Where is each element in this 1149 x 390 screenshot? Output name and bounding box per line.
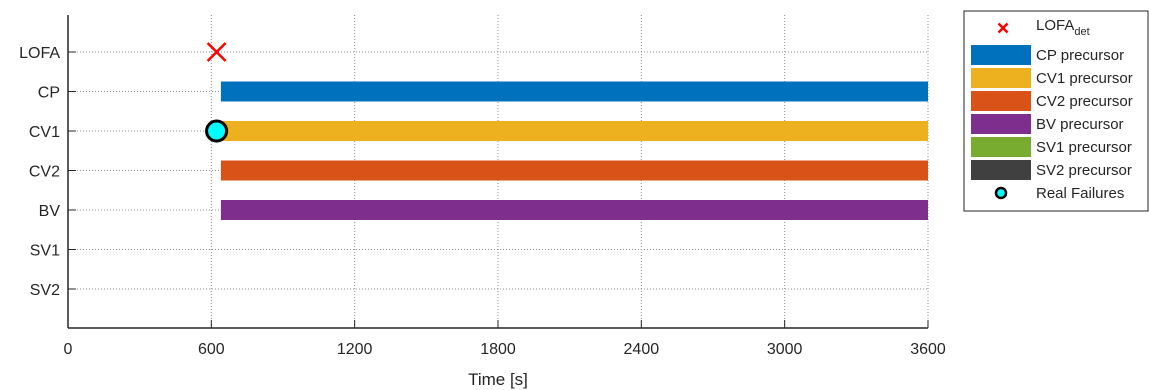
x-tick-label: 3600 — [910, 341, 946, 358]
y-tick-label: SV2 — [30, 282, 60, 299]
x-tick-label: 2400 — [624, 341, 660, 358]
axes: 0 600 1200 1800 2400 3000 3600 LOFA CP CV1 CV2 BV SV… — [19, 15, 946, 358]
legend-item: BV precursor — [971, 114, 1124, 134]
y-tick-label: SV1 — [30, 243, 60, 260]
bar-cp — [220, 81, 928, 102]
legend-swatch — [971, 91, 1031, 111]
x-tick-label: 3000 — [767, 341, 803, 358]
legend-label: CP precursor — [1036, 47, 1124, 64]
cross-stroke — [206, 42, 227, 62]
legend-item: CP precursor — [971, 45, 1124, 65]
x-axis-label: Time [s] — [468, 370, 528, 389]
y-tick-label: BV — [39, 203, 61, 220]
y-tick-label: LOFA — [19, 45, 60, 62]
y-tick-label: CV2 — [29, 164, 60, 181]
legend-swatch — [971, 45, 1031, 65]
legend-item: Real Failures — [994, 185, 1124, 202]
bar-cv1 — [216, 121, 929, 141]
bar-cv2 — [220, 160, 928, 181]
legend-label-subscript: det — [1074, 26, 1089, 38]
precursor-bars — [216, 81, 929, 220]
y-tick-label: CP — [38, 85, 60, 102]
event-markers — [205, 42, 229, 143]
legend-label: CV1 precursor — [1036, 70, 1133, 87]
legend-item: CV2 precursor — [971, 91, 1133, 111]
legend-circle-icon — [994, 186, 1008, 200]
legend-swatch — [971, 160, 1031, 180]
legend-swatch — [971, 114, 1031, 134]
legend-item: SV1 precursor — [971, 137, 1132, 157]
legend-label: SV2 precursor — [1036, 162, 1132, 179]
x-tick-label: 600 — [198, 341, 225, 358]
cross-stroke — [997, 22, 1009, 34]
legend-label: BV precursor — [1036, 116, 1124, 133]
marker-lofa-det — [206, 42, 227, 62]
y-tick-label: CV1 — [29, 124, 60, 141]
legend-item: SV2 precursor — [971, 160, 1132, 180]
legend-swatch — [971, 68, 1031, 88]
x-tick-label: 1800 — [480, 341, 516, 358]
legend-cross-icon — [997, 22, 1009, 34]
legend-label: Real Failures — [1036, 185, 1124, 202]
legend-swatch — [971, 137, 1031, 157]
x-tick-label: 0 — [64, 341, 73, 358]
legend-label: CV2 precursor — [1036, 93, 1133, 110]
x-tick-label: 1200 — [337, 341, 373, 358]
legend-label: SV1 precursor — [1036, 139, 1132, 156]
legend-item: CV1 precursor — [971, 68, 1133, 88]
bar-bv — [220, 200, 928, 220]
marker-real-failure — [205, 119, 229, 143]
